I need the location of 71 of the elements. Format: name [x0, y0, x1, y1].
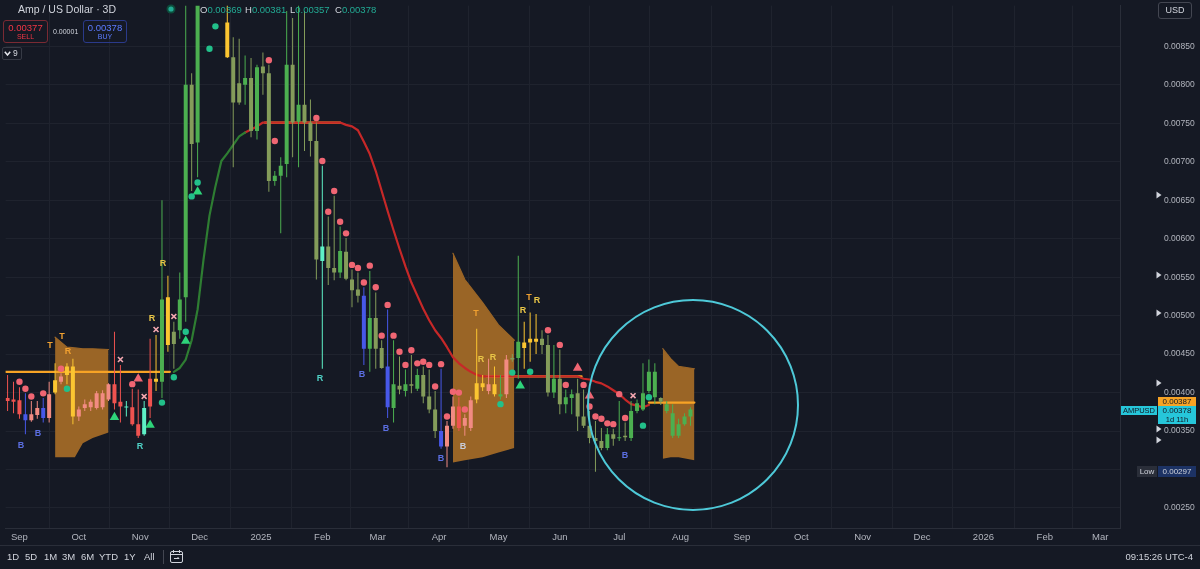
annotation: R: [519, 304, 527, 315]
x-tick-label: Mar: [369, 531, 386, 543]
text: 5D: [25, 551, 38, 562]
text: 0.00387: [1158, 397, 1196, 406]
annotation: B: [358, 368, 366, 379]
text: 09:15:26 UTC-4: [1125, 551, 1193, 562]
annotation: 0.00377: [7, 22, 44, 33]
text: 1M: [44, 551, 58, 562]
text: 0.00378: [1158, 406, 1196, 415]
annotation: B: [382, 422, 390, 433]
y-tick-label: 0.00850: [1164, 40, 1195, 51]
x-tick-label: 2025: [250, 531, 272, 543]
x-tick-label: May: [489, 531, 508, 543]
annotation: R: [136, 440, 144, 451]
y-tick-label: 0.00550: [1164, 271, 1195, 282]
annotation: B: [34, 427, 42, 438]
text: All: [144, 551, 155, 562]
annotation: R: [489, 351, 497, 362]
x-tick-label: Sep: [733, 531, 751, 543]
text: 1D: [7, 551, 20, 562]
x-tick-label: Nov: [131, 531, 149, 543]
y-tick-label: 0.00650: [1164, 194, 1195, 205]
annotation: R: [533, 294, 541, 305]
chart-title: Amp / US Dollar · 3D: [18, 3, 117, 15]
annotation: T: [473, 307, 479, 318]
annotation: R: [148, 312, 156, 323]
annotation: B: [437, 452, 445, 463]
x-tick-label: Oct: [71, 531, 87, 543]
x-tick-label: Sep: [11, 531, 28, 543]
annotation: T: [526, 291, 532, 302]
annotation: B: [459, 440, 467, 451]
annotation: 0.00378: [86, 22, 124, 33]
y-tick-label: 0.00350: [1164, 425, 1195, 436]
annotation: H0.00381: [245, 4, 287, 15]
text: 1Y: [124, 551, 136, 562]
y-tick-label: 0.00750: [1164, 117, 1195, 128]
y-tick-label: 0.00600: [1164, 233, 1195, 244]
x-tick-label: Jul: [613, 531, 626, 543]
text: USD: [1164, 5, 1186, 15]
y-tick-label: 0.00450: [1164, 348, 1195, 359]
x-tick-label: Jun: [552, 531, 568, 543]
annotation: 9: [13, 48, 18, 58]
annotation: C0.00378: [335, 4, 377, 15]
text: YTD: [99, 551, 118, 562]
annotation: B: [621, 449, 629, 460]
x-tick-label: Dec: [191, 531, 209, 543]
y-tick-label: 0.00400: [1164, 386, 1195, 397]
text: 0.00297: [1158, 466, 1196, 477]
text: 6M: [81, 551, 95, 562]
y-tick-label: 0.00250: [1164, 502, 1195, 513]
x-tick-label: Feb: [1036, 531, 1053, 543]
x-tick-label: Aug: [672, 531, 690, 543]
x-tick-label: Mar: [1092, 531, 1109, 543]
text: Low: [1137, 466, 1157, 477]
annotation: R: [477, 353, 485, 364]
y-tick-label: 0.00500: [1164, 310, 1195, 320]
x-tick-label: Feb: [314, 531, 331, 543]
annotation: R: [316, 372, 324, 383]
text: 3M: [62, 551, 76, 562]
x-tick-label: Oct: [793, 531, 810, 543]
y-tick-label: 0.00800: [1164, 79, 1195, 90]
x-tick-label: Nov: [854, 531, 872, 543]
annotation: B: [17, 439, 25, 450]
x-tick-label: 2026: [972, 531, 994, 543]
annotation: T: [47, 339, 53, 350]
x-tick-label: Apr: [431, 531, 447, 543]
annotation: R: [64, 345, 72, 356]
x-tick-label: Dec: [913, 531, 931, 543]
y-tick-label: 0.00700: [1164, 156, 1195, 167]
annotation: T: [59, 330, 65, 341]
annotation: R: [159, 257, 167, 268]
